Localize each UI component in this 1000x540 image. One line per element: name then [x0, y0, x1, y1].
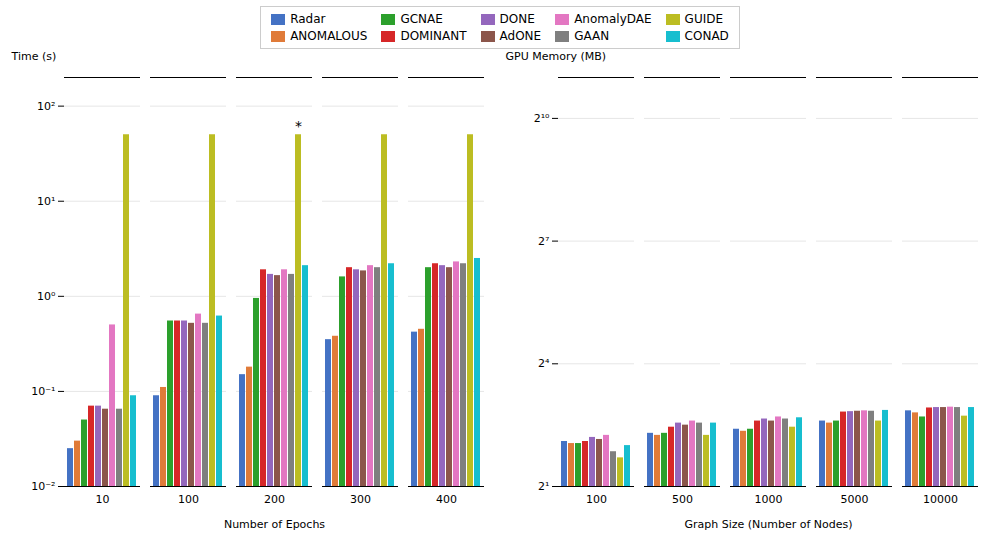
svg-text:10¹: 10¹ — [37, 195, 55, 208]
svg-text:Graph Size (Number of Nodes): Graph Size (Number of Nodes) — [684, 518, 852, 531]
svg-text:500: 500 — [672, 493, 693, 506]
html-text:GAAN: GAAN — [574, 29, 610, 43]
svg-text:5000: 5000 — [841, 493, 869, 506]
svg-text:200: 200 — [264, 493, 285, 506]
svg-text:100: 100 — [178, 493, 199, 506]
svg-text:10⁰: 10⁰ — [37, 290, 56, 303]
html-text:AnomalyDAE: AnomalyDAE — [574, 12, 652, 26]
svg-text:2¹⁰: 2¹⁰ — [534, 112, 550, 125]
svg-text:10000: 10000 — [923, 493, 958, 506]
html-text:AdONE: AdONE — [499, 29, 542, 43]
svg-text:2⁴: 2⁴ — [538, 357, 550, 370]
html-text:Radar: Radar — [290, 12, 326, 26]
html-text:CONAD: CONAD — [684, 29, 729, 43]
svg-text:10²: 10² — [37, 100, 55, 113]
svg-text:Number of Epochs: Number of Epochs — [224, 518, 325, 531]
html-text:DOMINANT: DOMINANT — [400, 29, 467, 43]
svg-text:300: 300 — [350, 493, 371, 506]
svg-text:2¹: 2¹ — [538, 480, 549, 493]
svg-text:2⁷: 2⁷ — [538, 235, 549, 248]
svg-text:400: 400 — [436, 493, 457, 506]
html-text:DONE: DONE — [499, 12, 535, 26]
svg-text:10⁻²: 10⁻² — [31, 480, 55, 493]
svg-text:10⁻¹: 10⁻¹ — [31, 385, 55, 398]
svg-text:*: * — [295, 118, 302, 134]
html-text:GUIDE: GUIDE — [684, 12, 724, 26]
svg-text:Time (s): Time (s) — [11, 50, 57, 63]
svg-text:100: 100 — [586, 493, 607, 506]
svg-text:10: 10 — [96, 493, 110, 506]
html-text:ANOMALOUS: ANOMALOUS — [290, 29, 368, 43]
html-text:GCNAE: GCNAE — [400, 12, 443, 26]
svg-text:GPU Memory (MB): GPU Memory (MB) — [506, 50, 607, 63]
svg-text:1000: 1000 — [755, 493, 783, 506]
